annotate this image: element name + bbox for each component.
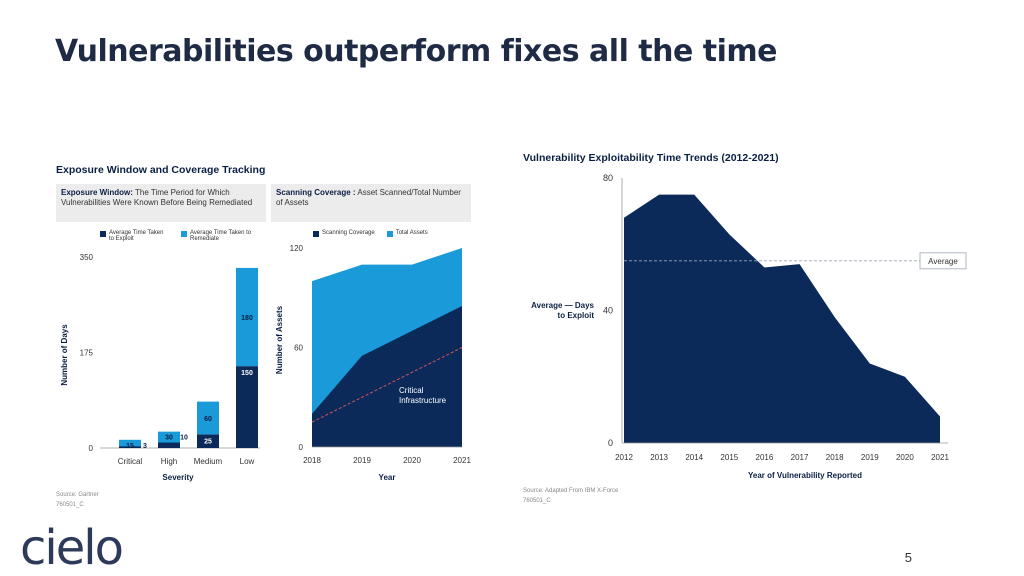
- critical-annotation-line2: Infrastructure: [399, 396, 447, 405]
- area-legend: Scanning Coverage Total Assets: [313, 230, 428, 237]
- bar-y-tick: 175: [80, 349, 94, 358]
- exposure-window-definition: Exposure Window: The Time Period for Whi…: [56, 184, 266, 222]
- bar-exploit: [119, 446, 141, 448]
- bar-label-exploit: 25: [204, 438, 212, 445]
- bar-x-label: Severity: [162, 473, 194, 482]
- trend-x-tick: 2014: [685, 453, 703, 462]
- right-y-axis-label: Average — Days to Exploit: [512, 301, 594, 321]
- legend-label-exploit: Average Time Taken to Exploit: [109, 230, 164, 242]
- bar-x-tick: Critical: [118, 457, 143, 466]
- bar-exploit: [197, 434, 219, 448]
- bar-label-exploit: 10: [180, 435, 188, 442]
- average-box-label: Average: [928, 257, 958, 266]
- legend-label-total: Total Assets: [395, 230, 428, 236]
- asset-x-tick: 2021: [453, 456, 471, 465]
- trend-x-tick: 2018: [826, 453, 844, 462]
- exposure-def-text: The Time Period for Which Vulnerabilitie…: [61, 188, 253, 207]
- left-panel-title: Exposure Window and Coverage Tracking: [56, 164, 266, 176]
- legend-swatch-blue: [181, 231, 187, 237]
- legend-swatch-blue2: [386, 231, 393, 237]
- trend-x-tick: 2012: [615, 453, 633, 462]
- coverage-def-bold: Scanning Coverage :: [276, 188, 356, 197]
- trend-y-tick: 80: [603, 173, 613, 183]
- trend-x-tick: 2021: [931, 453, 949, 462]
- bar-remediate: [197, 401, 219, 435]
- avg-label-line2: to Exploit: [557, 311, 594, 320]
- left-source-line2: 760501_C: [56, 502, 84, 508]
- asset-x-tick: 2019: [353, 456, 371, 465]
- page-number: 5: [904, 550, 912, 565]
- trend-x-tick: 2016: [756, 453, 774, 462]
- avg-label-line1: Average — Days: [531, 301, 594, 310]
- legend-item-remediate: Average Time Taken to Remediate: [181, 230, 254, 242]
- trend-area: [624, 194, 940, 443]
- trend-x-tick: 2017: [791, 453, 809, 462]
- exposure-def-bold: Exposure Window:: [61, 188, 133, 197]
- scanning-coverage-definition: Scanning Coverage : Asset Scanned/Total …: [271, 184, 471, 222]
- legend-label-remediate: Average Time Taken to Remediate: [190, 230, 252, 242]
- trend-x-tick: 2013: [650, 453, 668, 462]
- average-box: [919, 252, 967, 270]
- legend-swatch-navy2: [313, 231, 319, 237]
- area-scanning-coverage: [312, 306, 462, 447]
- bar-label-remediate: 30: [165, 435, 173, 442]
- asset-x-tick: 2018: [303, 456, 321, 465]
- right-source: Source: Adapted From IBM X-Force 760501_…: [523, 486, 618, 506]
- cielo-logo: cielo: [20, 520, 124, 576]
- bar-y-label: Number of Days: [60, 324, 69, 386]
- bar-label-remediate: 180: [241, 315, 253, 322]
- bar-y-tick: 350: [80, 253, 94, 262]
- legend-swatch-navy: [100, 231, 106, 237]
- bar-y-tick: 0: [89, 444, 94, 453]
- bar-exploit: [158, 442, 180, 448]
- trend-x-tick: 2020: [896, 453, 914, 462]
- trend-y-tick: 40: [603, 306, 613, 316]
- bar-x-tick: High: [161, 457, 177, 466]
- left-source: Source: Gartner 760501_C: [56, 490, 99, 510]
- asset-x-tick: 2020: [403, 456, 421, 465]
- legend-item-scanning: Scanning Coverage: [313, 230, 375, 237]
- asset-y-tick: 120: [290, 244, 304, 253]
- left-source-line1: Source: Gartner: [56, 492, 99, 498]
- bar-x-tick: Low: [240, 457, 255, 466]
- legend-label-scanning: Scanning Coverage: [322, 230, 375, 236]
- trend-y-tick: 0: [608, 438, 613, 448]
- right-panel-title: Vulnerability Exploitability Time Trends…: [523, 152, 779, 164]
- line-critical-infrastructure: [311, 347, 463, 423]
- asset-y-tick: 0: [299, 443, 304, 452]
- critical-annotation-line1: Critical: [399, 386, 424, 395]
- right-source-line2: 760501_C: [523, 498, 551, 504]
- trend-x-tick: 2019: [861, 453, 879, 462]
- asset-y-tick: 60: [294, 344, 303, 353]
- legend-item-total: Total Assets: [386, 230, 428, 237]
- legend-item-exploit: Average Time Taken to Exploit: [100, 230, 169, 242]
- trend-x-tick: 2015: [720, 453, 738, 462]
- bar-label-remediate: 60: [204, 416, 212, 423]
- bar-remediate: [236, 267, 258, 367]
- asset-y-label: Number of Assets: [275, 305, 284, 374]
- slide-title: Vulnerabilities outperform fixes all the…: [55, 34, 778, 69]
- bar-label-exploit: 150: [241, 370, 253, 377]
- coverage-def-text: Asset Scanned/Total Number of Assets: [276, 188, 461, 207]
- trend-x-label: Year of Vulnerability Reported: [748, 471, 862, 480]
- bar-legend: Average Time Taken to Exploit Average Ti…: [100, 230, 254, 242]
- bar-label-remediate: 15: [126, 443, 134, 450]
- asset-x-label: Year: [379, 473, 396, 482]
- bar-label-exploit: 3: [143, 443, 147, 450]
- bar-remediate: [119, 439, 141, 448]
- bar-exploit: [236, 366, 258, 448]
- right-source-line1: Source: Adapted From IBM X-Force: [523, 488, 619, 494]
- exploit-trend-chart: 0 40 80 Average 2012 2013 2014 2015 2016 2017 2018…: [603, 173, 967, 480]
- bar-x-tick: Medium: [194, 457, 223, 466]
